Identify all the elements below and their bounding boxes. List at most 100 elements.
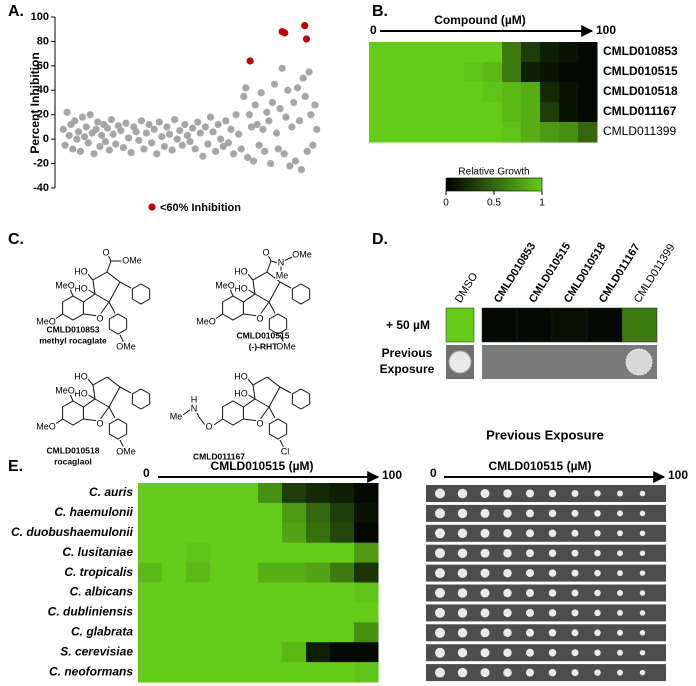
y-axis-title: Percent Inhibition [28,52,42,153]
spot [571,490,579,497]
heatmap-cell [330,642,355,663]
spot [639,630,646,636]
spot [503,648,512,657]
heatmap-cell [354,602,379,623]
heatmap-cell [426,62,446,83]
heatmap-cell [306,502,331,524]
screen-point [224,139,232,147]
ring [222,400,244,426]
atom-label: OMe [292,249,312,259]
growth-cell [586,307,623,343]
heatmap-cell [445,42,465,63]
ring [268,313,288,335]
ring [131,283,151,305]
spot [435,488,445,499]
screen-point [94,118,102,126]
heatmap-cell [186,642,211,663]
spot [526,648,534,657]
colony [448,350,472,374]
heatmap-cell [354,582,379,603]
spot [526,489,534,498]
spot [548,648,557,657]
spot [457,508,468,519]
heatmap-cell [306,542,331,564]
bond [182,408,192,416]
heatmap-cell [306,642,331,663]
row-label: C. haemulonii [54,505,133,519]
heatmap-cell [138,622,163,643]
heatmap-cell [330,562,355,583]
heatmap-cell [186,662,211,683]
row-label: CMLD010518 [603,84,678,98]
heatmap-cell [282,522,307,544]
heatmap-cell [330,662,355,683]
heatmap-cell [210,562,235,583]
heatmap-cell [234,642,259,663]
panel-title: Previous Exposure [486,427,604,442]
colorbar-tick-label: 1 [539,198,545,209]
spot [435,667,445,678]
screen-point [276,105,284,113]
spot [457,608,468,618]
spot [594,589,601,597]
bond [53,418,63,426]
heatmap-cell [186,542,211,564]
screen-point [86,111,94,119]
spot [480,628,490,638]
bond [252,271,268,281]
heatmap-cell [559,102,579,123]
atom-label: O [96,418,103,428]
heatmap-cell [282,602,307,623]
heatmap-cell [306,582,331,603]
heatmap-cell [540,82,560,103]
screen-point [268,98,277,107]
screen-point [90,150,98,158]
atom-label: MeO [55,280,75,290]
heatmap-cell [426,122,446,143]
heatmap-cell [234,662,259,683]
compound-id: CMLD011167 [193,451,245,461]
screen-point [309,141,317,149]
atom-label: Me [170,411,183,421]
screen-point [235,130,243,138]
spot [571,629,579,637]
spot [594,649,601,656]
screen-point [303,147,311,155]
screen-point [229,150,238,158]
spot [457,647,468,658]
bond [86,272,94,281]
atom-label: O [262,247,269,257]
heatmap-cell [282,642,307,663]
spot [548,569,557,577]
heatmap-cell [559,82,579,103]
atom-label: O [102,247,109,257]
bond [268,406,276,419]
bond [98,301,110,317]
heatmap-cell [306,522,331,544]
heatmap-cell [282,622,307,643]
spot [526,569,534,578]
bond [108,386,121,408]
screen-point [127,148,135,157]
screen-point [286,162,294,170]
screen-point [69,145,77,153]
screen-point [103,124,112,132]
heatmap-cell [464,42,484,63]
screen-point [244,153,252,162]
atom-label: MeO [55,385,75,395]
screen-point [155,118,163,126]
heatmap-cell [282,662,307,683]
spot [503,489,512,498]
row-label: CMLD011399 [603,124,676,138]
bond [246,377,254,386]
bond [106,271,121,283]
spot [480,568,490,578]
atom-label: OMe [276,341,296,351]
structure: HO HO HN Me O O Cl CMLD011167 [168,370,311,461]
heatmap-cell [354,622,379,643]
screen-point [171,116,179,124]
spot [571,609,579,617]
spot [457,588,468,598]
heatmap-cell [559,62,579,83]
